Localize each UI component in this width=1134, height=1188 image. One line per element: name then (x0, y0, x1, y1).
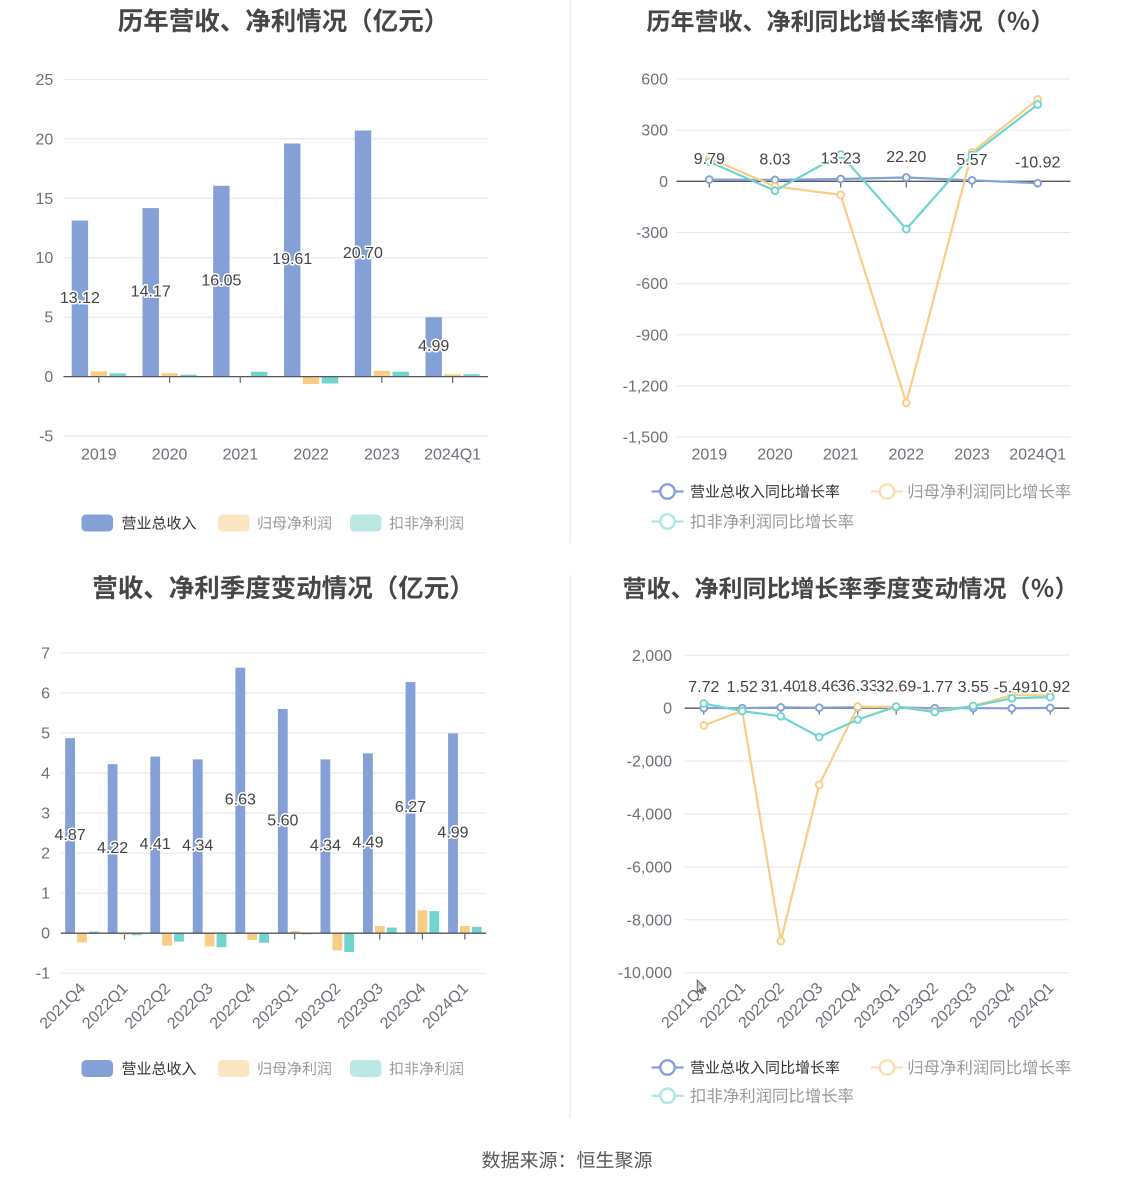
svg-text:4: 4 (41, 766, 50, 783)
svg-text:4.34: 4.34 (310, 838, 341, 855)
svg-text:15: 15 (36, 191, 54, 208)
svg-text:600: 600 (641, 72, 668, 89)
svg-text:-5.49: -5.49 (994, 679, 1031, 696)
svg-text:14.17: 14.17 (131, 284, 171, 301)
svg-text:2024Q1: 2024Q1 (424, 447, 481, 464)
svg-text:2019: 2019 (692, 447, 728, 464)
svg-text:2022: 2022 (293, 447, 329, 464)
svg-text:5: 5 (41, 726, 50, 743)
svg-text:2021: 2021 (223, 447, 259, 464)
svg-text:13.12: 13.12 (60, 290, 100, 307)
svg-text:13.23: 13.23 (821, 151, 861, 168)
svg-text:2024Q1: 2024Q1 (1009, 447, 1066, 464)
svg-text:-600: -600 (636, 276, 668, 293)
svg-text:2022: 2022 (889, 447, 925, 464)
svg-text:19.61: 19.61 (272, 251, 312, 268)
svg-text:-900: -900 (636, 327, 668, 344)
svg-text:2,000: 2,000 (632, 648, 672, 665)
svg-text:10.92: 10.92 (1030, 679, 1070, 696)
svg-text:4.99: 4.99 (418, 338, 449, 355)
svg-text:18.46: 18.46 (799, 679, 839, 696)
svg-text:-1: -1 (36, 966, 50, 983)
svg-text:22.20: 22.20 (886, 149, 926, 166)
svg-text:-1.77: -1.77 (917, 679, 954, 696)
svg-text:-10.92: -10.92 (1015, 155, 1060, 172)
svg-text:9.79: 9.79 (694, 151, 725, 168)
svg-text:0: 0 (663, 701, 672, 718)
svg-text:0: 0 (41, 926, 50, 943)
svg-text:36.33: 36.33 (838, 678, 878, 695)
svg-text:2023: 2023 (364, 447, 400, 464)
svg-text:2019: 2019 (81, 447, 117, 464)
svg-text:4.41: 4.41 (140, 836, 171, 853)
svg-text:2020: 2020 (152, 447, 188, 464)
svg-text:-300: -300 (636, 225, 668, 242)
svg-text:6: 6 (41, 686, 50, 703)
svg-text:32.69: 32.69 (876, 678, 916, 695)
svg-text:5.57: 5.57 (956, 152, 987, 169)
svg-text:16.05: 16.05 (201, 272, 241, 289)
svg-text:10: 10 (36, 250, 54, 267)
svg-text:7.72: 7.72 (688, 679, 719, 696)
svg-text:4.22: 4.22 (97, 840, 128, 857)
svg-text:2021: 2021 (823, 447, 859, 464)
svg-text:1.52: 1.52 (727, 679, 758, 696)
svg-text:4.34: 4.34 (182, 838, 213, 855)
svg-text:-1,500: -1,500 (623, 430, 668, 447)
svg-text:-8,000: -8,000 (627, 912, 672, 929)
svg-text:7: 7 (41, 645, 50, 662)
svg-text:0: 0 (44, 369, 53, 386)
svg-text:-6,000: -6,000 (627, 859, 672, 876)
svg-text:4.49: 4.49 (352, 835, 383, 852)
svg-text:4.99: 4.99 (437, 825, 468, 842)
svg-text:6.63: 6.63 (225, 792, 256, 809)
svg-text:-10,000: -10,000 (618, 965, 672, 982)
svg-text:-1,200: -1,200 (623, 379, 668, 396)
svg-text:5.60: 5.60 (267, 812, 298, 829)
svg-text:6.27: 6.27 (395, 799, 426, 816)
svg-text:2023: 2023 (954, 447, 990, 464)
svg-text:2: 2 (41, 846, 50, 863)
svg-text:4.87: 4.87 (55, 827, 86, 844)
svg-text:-2,000: -2,000 (627, 754, 672, 771)
svg-text:0: 0 (659, 174, 668, 191)
svg-text:2020: 2020 (757, 447, 793, 464)
svg-text:1: 1 (41, 886, 50, 903)
svg-text:-4,000: -4,000 (627, 807, 672, 824)
svg-text:300: 300 (641, 123, 668, 140)
svg-text:8.03: 8.03 (759, 151, 790, 168)
svg-text:5: 5 (44, 310, 53, 327)
svg-text:31.40: 31.40 (761, 678, 801, 695)
svg-text:25: 25 (36, 72, 54, 89)
svg-text:3: 3 (41, 806, 50, 823)
svg-text:20.70: 20.70 (343, 245, 383, 262)
svg-text:20: 20 (36, 131, 54, 148)
svg-text:3.55: 3.55 (958, 679, 989, 696)
svg-text:-5: -5 (39, 429, 53, 446)
